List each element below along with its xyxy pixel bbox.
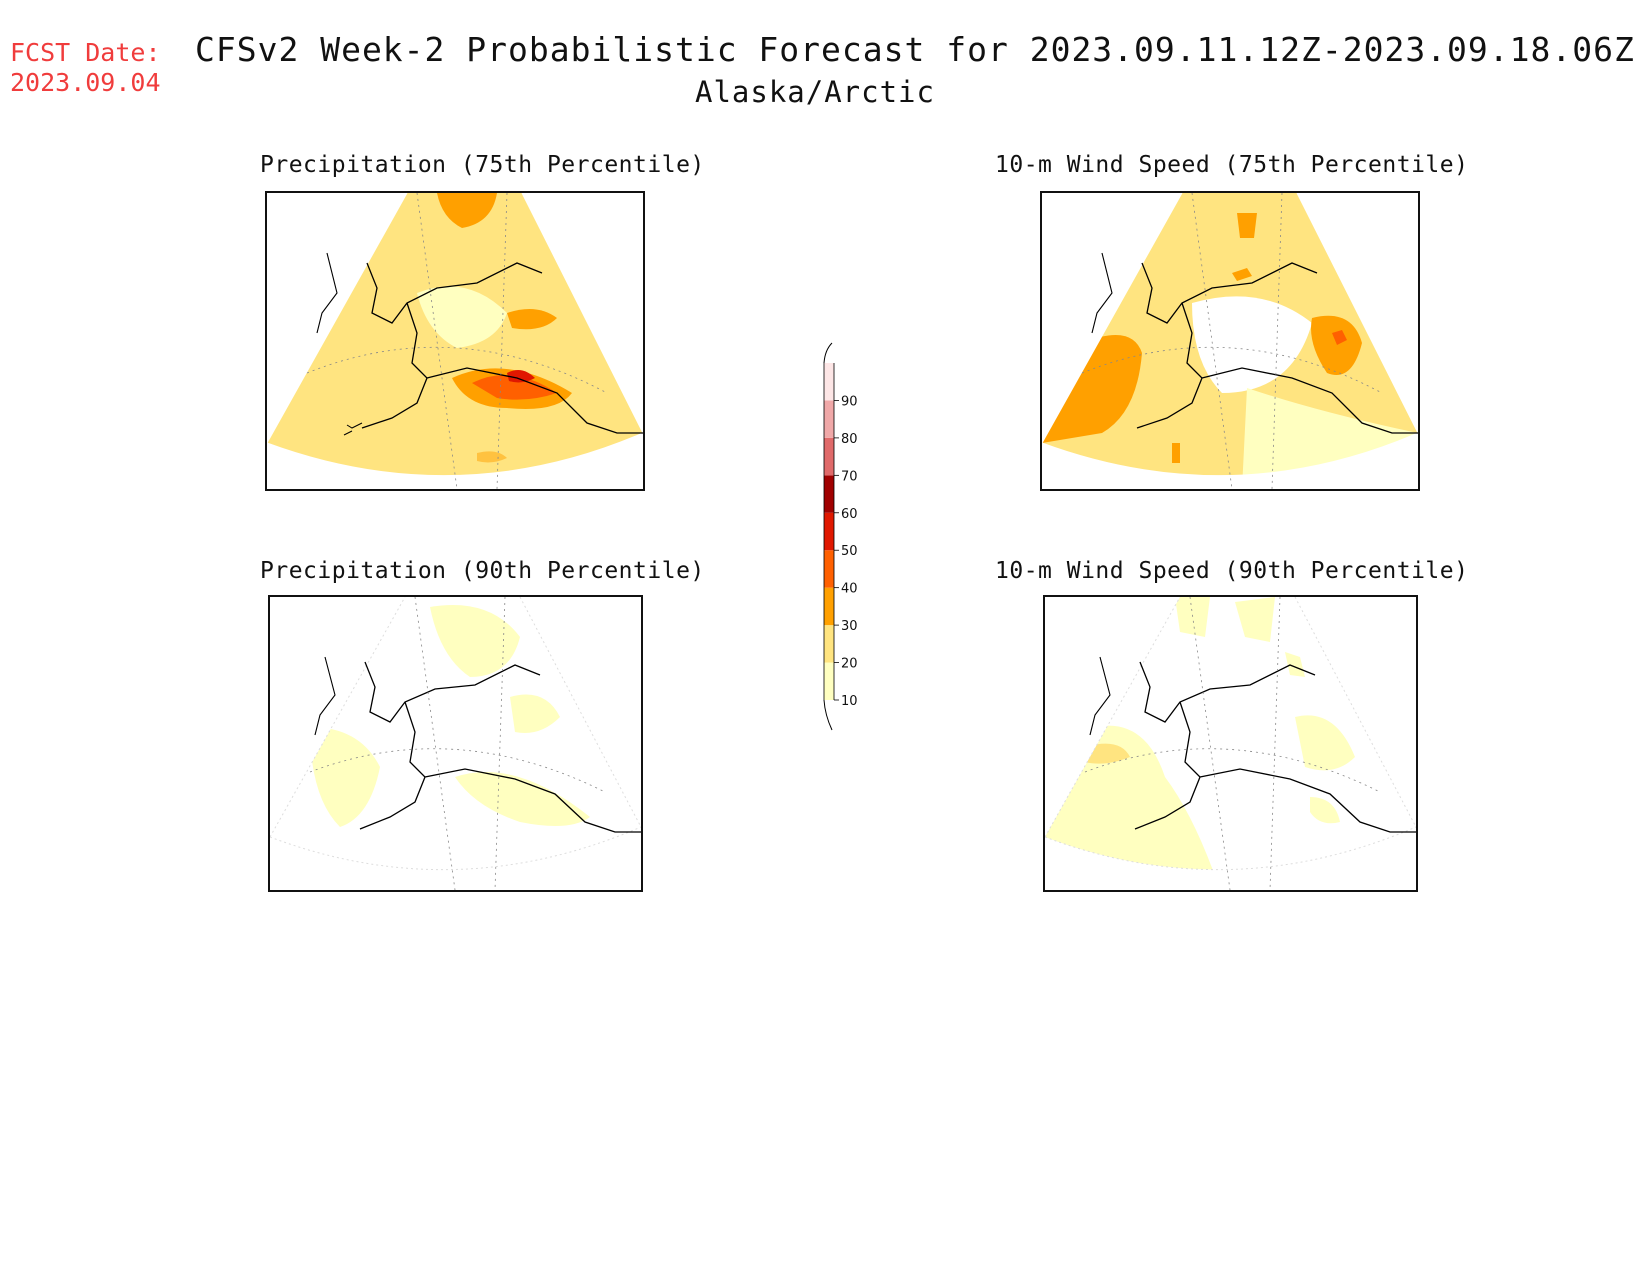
forecast-date-label: FCST Date: 2023.09.04	[10, 38, 161, 98]
colorbar-swatch	[824, 662, 834, 700]
colorbar-tick-label: 10	[841, 694, 858, 709]
map-panel-wind-75	[1040, 191, 1420, 491]
colorbar-swatch	[824, 437, 834, 476]
colorbar-tick-label: 70	[841, 469, 858, 484]
colorbar-swatch	[824, 363, 834, 401]
main-title: CFSv2 Week-2 Probabilistic Forecast for …	[195, 30, 1635, 69]
colorbar-svg: 10 20 30 40 50 60 70 80 90	[823, 342, 858, 731]
fcst-date-text: 2023.09.04	[10, 68, 161, 97]
panel-title-precip-90: Precipitation (90th Percentile)	[260, 558, 705, 584]
colorbar-tick-label: 20	[841, 657, 858, 672]
map-panel-wind-90	[1043, 595, 1418, 892]
colorbar: 10 20 30 40 50 60 70 80 90	[815, 335, 905, 735]
colorbar-swatch	[824, 625, 834, 663]
panel-title-precip-75: Precipitation (75th Percentile)	[260, 152, 705, 178]
panel-title-wind-90: 10-m Wind Speed (90th Percentile)	[995, 558, 1469, 584]
colorbar-tick-label: 40	[841, 582, 858, 597]
colorbar-swatch	[824, 400, 834, 438]
map-panel-precip-75	[265, 191, 645, 491]
colorbar-swatch	[824, 475, 834, 513]
colorbar-outline	[823, 363, 835, 700]
map-panel-precip-90	[268, 595, 643, 892]
fcst-label-text: FCST Date:	[10, 38, 161, 67]
colorbar-swatch	[824, 550, 834, 588]
panel-title-wind-75: 10-m Wind Speed (75th Percentile)	[995, 152, 1469, 178]
colorbar-tick-label: 60	[841, 507, 858, 522]
colorbar-tick-label: 90	[841, 394, 858, 409]
colorbar-tick-label: 80	[841, 432, 858, 447]
colorbar-tick-label: 50	[841, 544, 858, 559]
colorbar-tick-label: 30	[841, 619, 858, 634]
colorbar-swatch	[824, 587, 834, 626]
colorbar-swatch	[824, 512, 834, 551]
region-subtitle: Alaska/Arctic	[695, 75, 935, 109]
